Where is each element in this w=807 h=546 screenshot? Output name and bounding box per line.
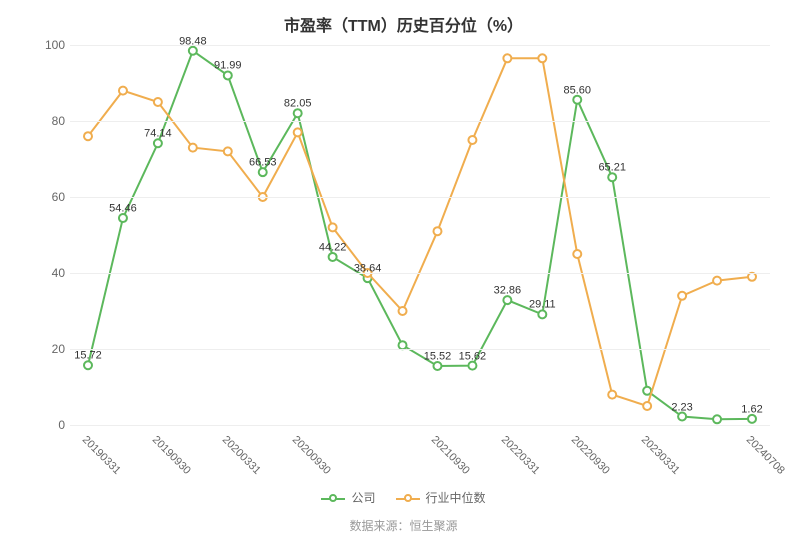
data-marker bbox=[154, 139, 162, 147]
data-marker bbox=[748, 273, 756, 281]
data-marker bbox=[399, 307, 407, 315]
data-marker bbox=[573, 96, 581, 104]
legend-swatch-company bbox=[321, 493, 345, 503]
data-label: 74.14 bbox=[144, 128, 172, 140]
grid-line bbox=[70, 45, 770, 46]
data-marker bbox=[224, 71, 232, 79]
source-name: 恒生聚源 bbox=[410, 519, 458, 533]
data-marker bbox=[748, 415, 756, 423]
data-label: 54.46 bbox=[109, 202, 137, 214]
data-marker bbox=[154, 98, 162, 106]
data-marker bbox=[84, 361, 92, 369]
legend-label-company: 公司 bbox=[351, 489, 375, 506]
data-label: 2.23 bbox=[671, 401, 692, 413]
legend: 公司 行业中位数 bbox=[0, 489, 807, 506]
data-marker bbox=[259, 168, 267, 176]
grid-line bbox=[70, 349, 770, 350]
data-marker bbox=[538, 54, 546, 62]
y-tick: 20 bbox=[40, 342, 65, 356]
y-tick: 0 bbox=[40, 418, 65, 432]
data-marker bbox=[84, 132, 92, 140]
x-tick: 20200331 bbox=[220, 434, 263, 477]
data-marker bbox=[678, 413, 686, 421]
data-label: 15.52 bbox=[424, 350, 452, 362]
data-marker bbox=[608, 391, 616, 399]
legend-dot-industry bbox=[404, 494, 412, 502]
data-marker bbox=[294, 109, 302, 117]
data-marker bbox=[189, 47, 197, 55]
x-tick: 20240708 bbox=[744, 434, 787, 477]
data-label: 29.11 bbox=[529, 299, 556, 311]
legend-label-industry: 行业中位数 bbox=[426, 489, 486, 506]
grid-line bbox=[70, 121, 770, 122]
data-marker bbox=[119, 87, 127, 95]
data-label: 82.05 bbox=[284, 98, 312, 110]
data-marker bbox=[538, 310, 546, 318]
data-label: 1.62 bbox=[741, 403, 762, 415]
data-marker bbox=[329, 223, 337, 231]
grid-line bbox=[70, 197, 770, 198]
data-source: 数据来源：恒生聚源 bbox=[0, 517, 807, 534]
y-tick: 40 bbox=[40, 266, 65, 280]
y-tick: 100 bbox=[40, 38, 65, 52]
data-marker bbox=[643, 387, 651, 395]
grid-line bbox=[70, 273, 770, 274]
legend-item-company: 公司 bbox=[321, 489, 375, 506]
x-tick: 20190930 bbox=[150, 434, 193, 477]
data-marker bbox=[189, 144, 197, 152]
x-tick: 20210930 bbox=[429, 434, 472, 477]
series-line-company bbox=[88, 51, 752, 420]
data-marker bbox=[573, 250, 581, 258]
grid-line bbox=[70, 425, 770, 426]
data-label: 38.64 bbox=[354, 263, 382, 275]
data-marker bbox=[503, 54, 511, 62]
data-label: 66.53 bbox=[249, 157, 277, 169]
data-label: 15.62 bbox=[459, 350, 487, 362]
data-marker bbox=[224, 147, 232, 155]
data-label: 85.60 bbox=[563, 84, 591, 96]
data-marker bbox=[399, 341, 407, 349]
data-label: 32.86 bbox=[494, 285, 522, 297]
x-tick: 20220930 bbox=[569, 434, 612, 477]
data-label: 15.72 bbox=[74, 350, 102, 362]
data-marker bbox=[294, 128, 302, 136]
x-tick: 20200930 bbox=[289, 434, 332, 477]
data-marker bbox=[468, 136, 476, 144]
data-marker bbox=[678, 292, 686, 300]
data-marker bbox=[433, 227, 441, 235]
pe-percentile-chart: 市盈率（TTM）历史百分位（%） 0 20 40 60 80 100 15.72 54.46 7… bbox=[0, 0, 807, 546]
y-tick: 60 bbox=[40, 190, 65, 204]
data-marker bbox=[503, 296, 511, 304]
data-marker bbox=[643, 402, 651, 410]
plot-area: 02040608010015.7254.4674.1498.4891.9966.… bbox=[70, 45, 770, 425]
source-prefix: 数据来源： bbox=[349, 519, 409, 533]
data-label: 65.21 bbox=[598, 162, 626, 174]
y-tick: 80 bbox=[40, 114, 65, 128]
chart-svg bbox=[70, 45, 770, 425]
data-label: 44.22 bbox=[319, 241, 347, 253]
series-line-industry bbox=[88, 58, 752, 406]
x-tick: 20220331 bbox=[499, 434, 542, 477]
x-tick: 20190331 bbox=[80, 434, 123, 477]
data-marker bbox=[119, 214, 127, 222]
data-marker bbox=[329, 253, 337, 261]
data-marker bbox=[433, 362, 441, 370]
data-label: 91.99 bbox=[214, 60, 242, 72]
chart-title: 市盈率（TTM）历史百分位（%） bbox=[0, 0, 807, 36]
legend-dot-company bbox=[329, 494, 337, 502]
legend-swatch-industry bbox=[396, 493, 420, 503]
data-marker bbox=[468, 362, 476, 370]
data-marker bbox=[713, 415, 721, 423]
data-label: 98.48 bbox=[179, 35, 207, 47]
x-tick: 20230331 bbox=[639, 434, 682, 477]
data-marker bbox=[608, 173, 616, 181]
data-marker bbox=[713, 277, 721, 285]
legend-item-industry: 行业中位数 bbox=[396, 489, 486, 506]
